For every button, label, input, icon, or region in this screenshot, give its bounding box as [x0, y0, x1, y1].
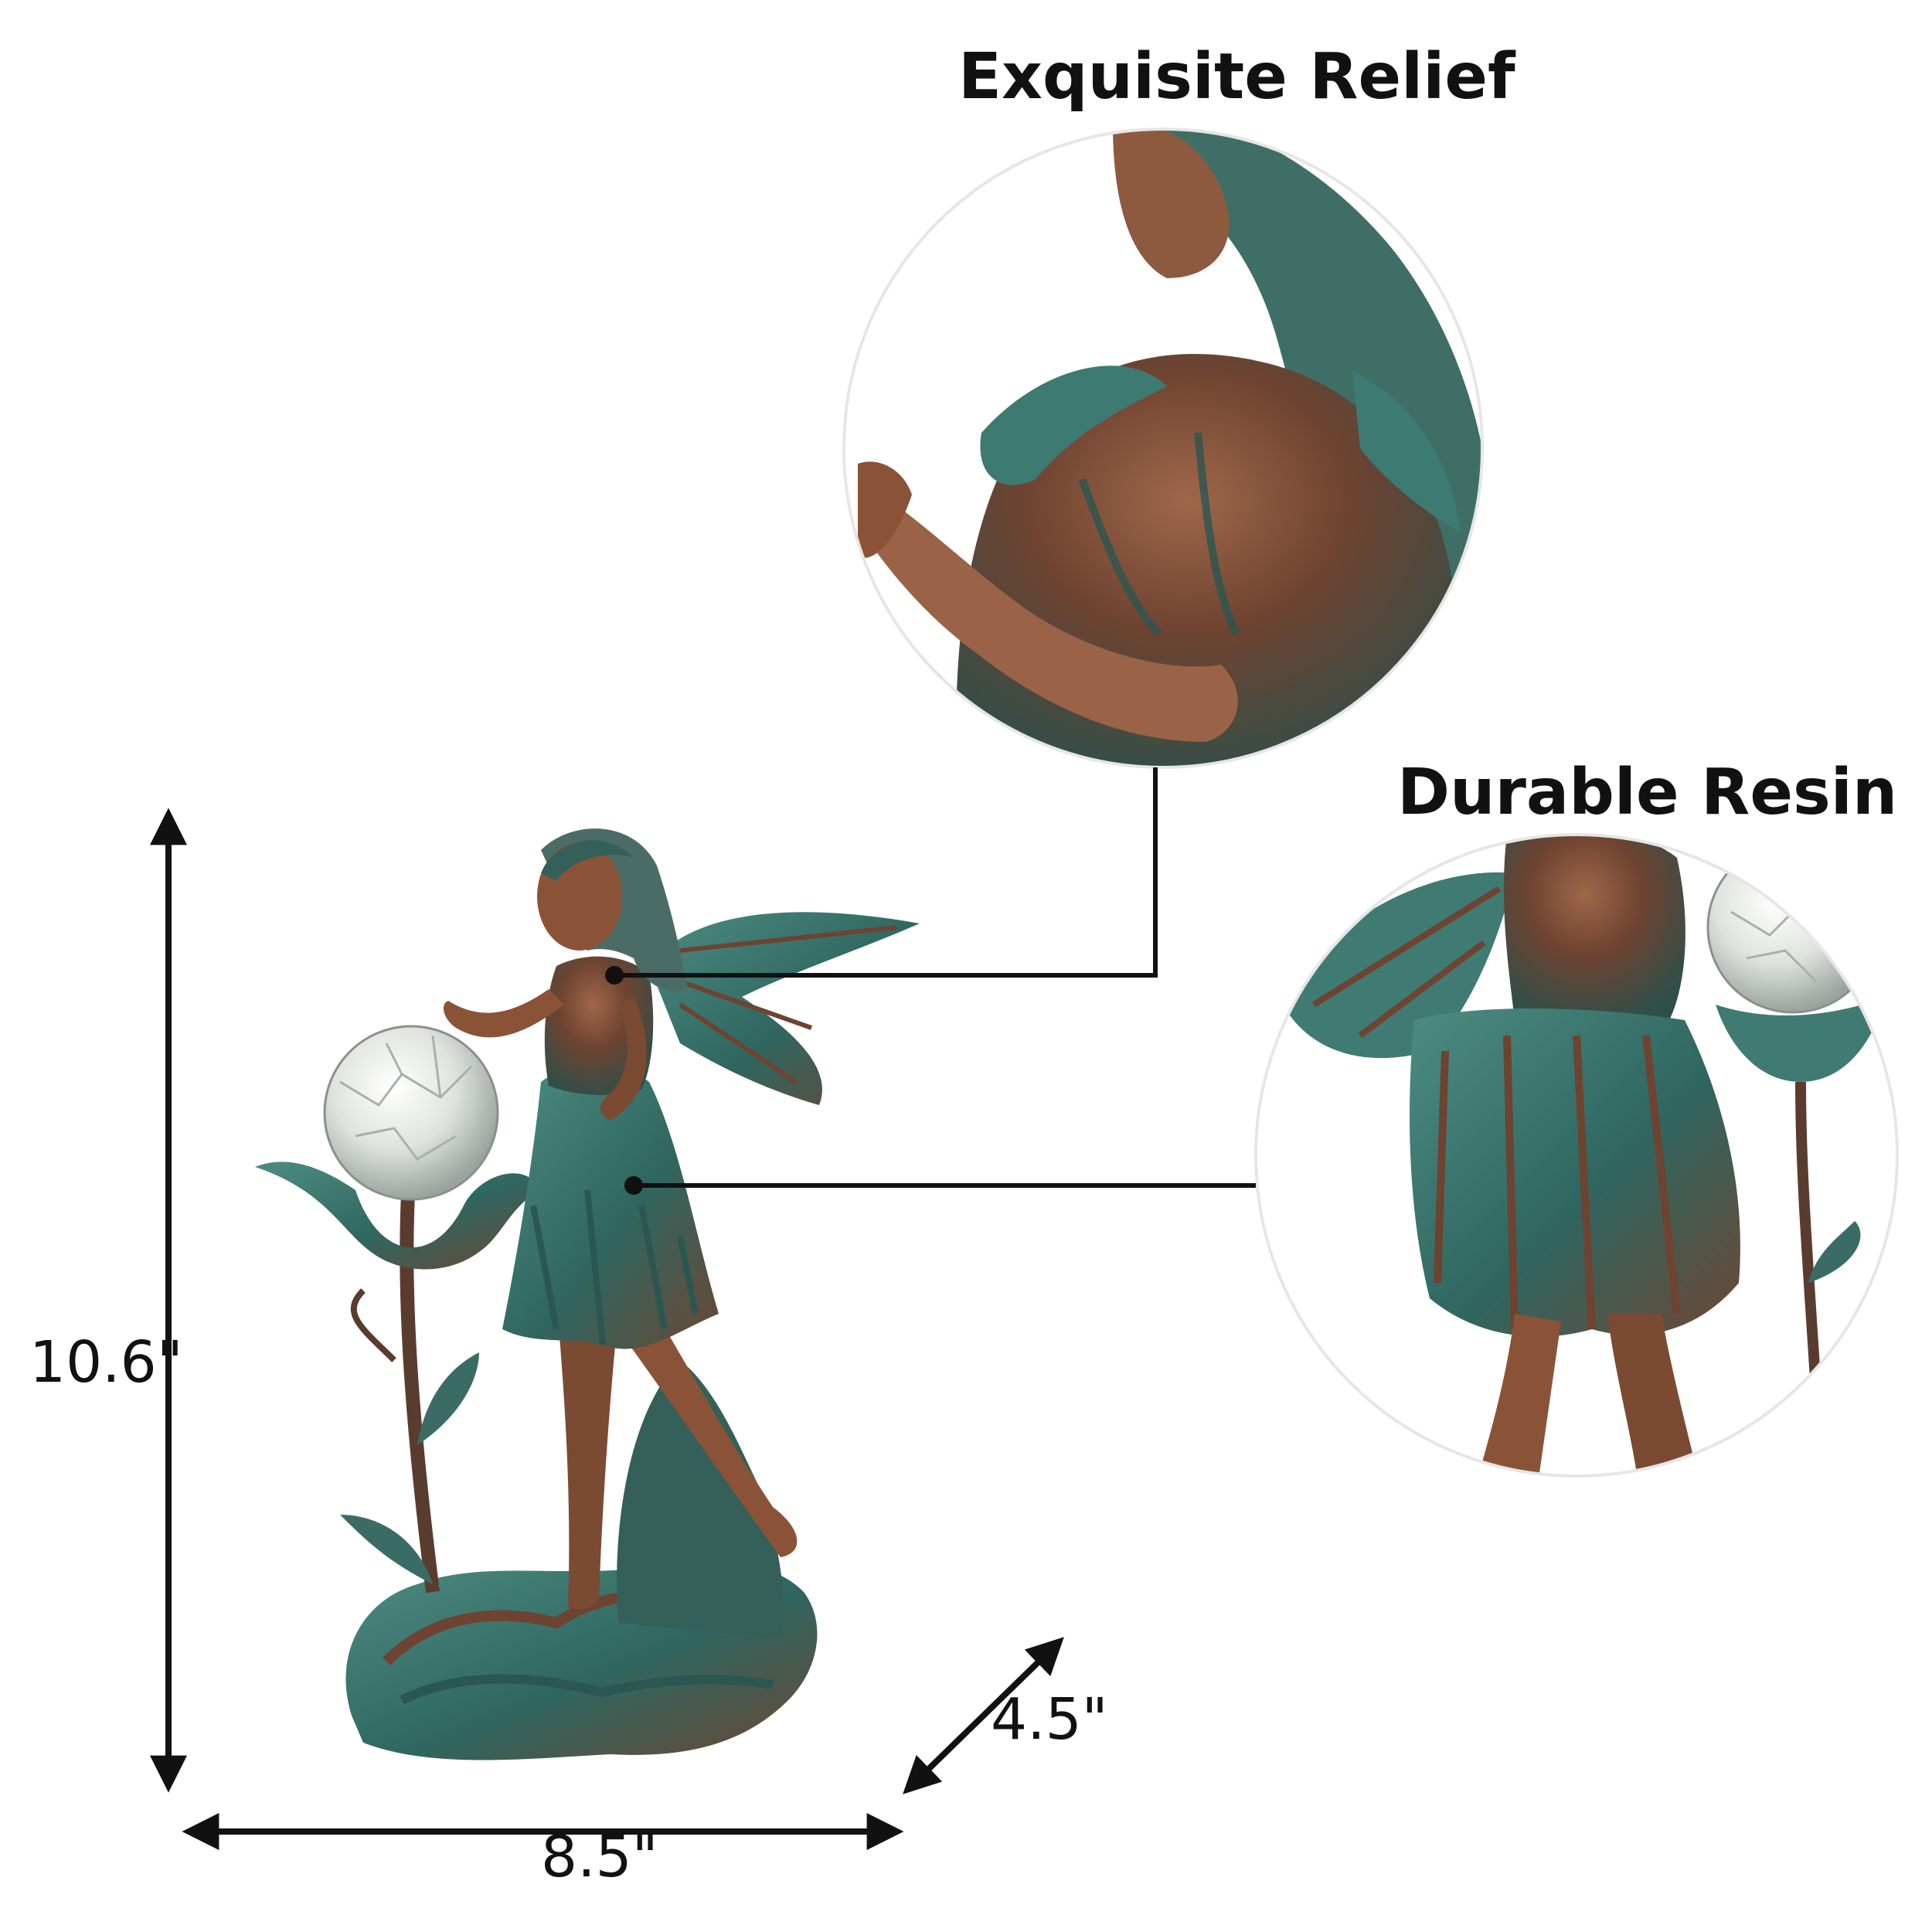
relief-callout-line — [605, 767, 1158, 985]
fairy-statue — [255, 828, 920, 1760]
durable-resin-title: Durable Resin — [1397, 756, 1898, 829]
depth-dimension-label: 4.5" — [991, 1686, 1108, 1753]
exquisite-relief-title: Exquisite Relief — [958, 40, 1515, 114]
width-dimension-label: 8.5" — [541, 1824, 658, 1890]
resin-detail-circle — [1254, 833, 1899, 1478]
relief-detail-circle — [842, 128, 1484, 769]
depth-arrow — [903, 1637, 1064, 1794]
resin-callout-line — [624, 1176, 1256, 1195]
height-dimension-label: 10.6" — [29, 1329, 183, 1396]
crackle-glass-globe — [323, 1025, 499, 1201]
